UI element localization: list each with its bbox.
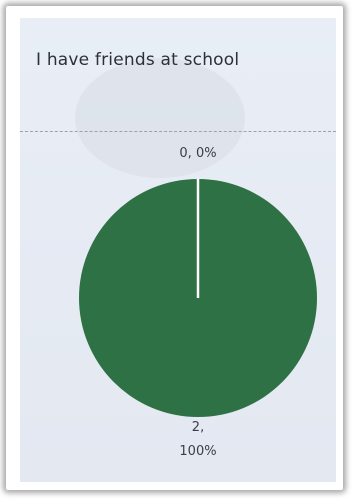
paper-sheet: I have friends at school 0, 0% 2, 100% — [20, 18, 336, 482]
dashed-divider — [20, 131, 336, 132]
pie-group — [79, 179, 317, 417]
slice-label-full-line1: 2, — [192, 420, 204, 435]
pie-chart: 0, 0% 2, 100% — [79, 146, 317, 459]
chart-title: I have friends at school — [36, 50, 240, 70]
slice-label-zero: 0, 0% — [179, 146, 216, 161]
slice-label-full-line2: 100% — [179, 444, 216, 459]
background-smudge — [75, 58, 245, 178]
